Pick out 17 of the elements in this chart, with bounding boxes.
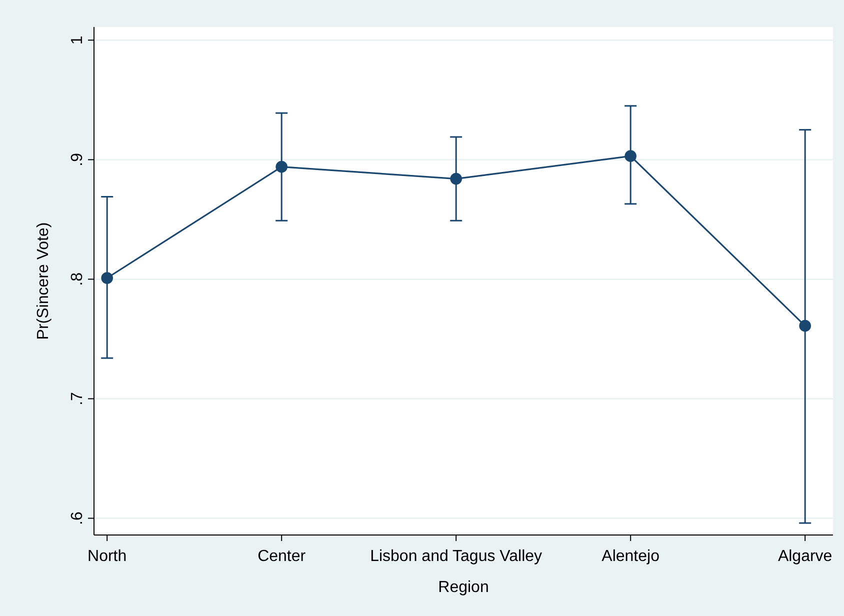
point	[450, 172, 462, 185]
y-tick-label: .9	[69, 152, 86, 166]
y-tick-label: .8	[69, 272, 86, 286]
x-tick-label: Lisbon and Tagus Valley	[370, 548, 542, 565]
y-tick-label: 1	[69, 36, 86, 45]
x-tick-label: Algarve	[778, 548, 832, 565]
point	[101, 272, 114, 284]
x-tick-label: Center	[258, 548, 306, 565]
y-tick-label: .6	[69, 511, 86, 525]
y-axis-title: Pr(Sincere Vote)	[35, 222, 52, 340]
x-axis-title: Region	[438, 579, 489, 596]
point	[624, 150, 636, 162]
x-tick-label: North	[88, 548, 127, 565]
point	[799, 320, 811, 332]
point	[276, 160, 288, 173]
y-tick-label: .7	[69, 392, 86, 406]
x-tick-label: Alentejo	[602, 548, 660, 565]
